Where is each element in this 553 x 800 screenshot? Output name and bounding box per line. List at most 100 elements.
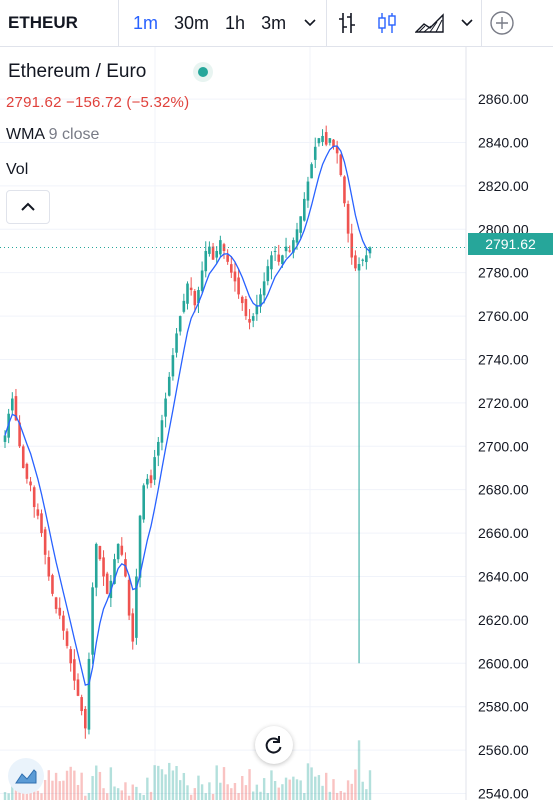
- candle-body: [54, 597, 58, 610]
- volume-bar: [222, 767, 226, 800]
- volume-bar: [157, 765, 160, 800]
- candle-body: [248, 319, 251, 323]
- chevron-down-icon[interactable]: [294, 16, 326, 30]
- candle-body: [149, 475, 153, 484]
- volume-bar: [252, 791, 255, 800]
- reset-chart-button[interactable]: [255, 726, 293, 764]
- candle-body: [40, 513, 43, 534]
- bar-style-icon[interactable]: [327, 0, 367, 46]
- candle-body: [266, 266, 270, 282]
- candle-body: [84, 708, 87, 729]
- indicator-name: WMA: [6, 126, 45, 143]
- y-tick-label: 2700.00: [478, 438, 529, 454]
- volume-bar: [332, 779, 335, 800]
- candle-body: [14, 396, 18, 421]
- volume-bar: [40, 793, 43, 800]
- volume-bar: [179, 780, 182, 800]
- volume-bar: [62, 780, 65, 800]
- volume-bar: [197, 775, 200, 800]
- y-tick-label: 2580.00: [478, 699, 529, 715]
- volume-bar: [303, 792, 306, 800]
- candle-body: [255, 305, 259, 315]
- volume-bar: [98, 771, 102, 800]
- volume-bar: [11, 786, 14, 800]
- volume-bar: [310, 767, 313, 800]
- volume-bar: [182, 772, 186, 800]
- candle-body: [146, 478, 149, 485]
- candle-body: [178, 316, 182, 332]
- volume-bar: [284, 777, 288, 800]
- collapse-legend-button[interactable]: [6, 190, 50, 224]
- plus-circle-icon[interactable]: [482, 0, 522, 46]
- volume-bar: [292, 776, 295, 800]
- volume-bar: [350, 783, 353, 800]
- candle-body: [332, 139, 335, 147]
- volume-bar: [164, 774, 167, 800]
- volume-bar: [135, 786, 138, 800]
- candle-body: [244, 299, 248, 317]
- candle-body: [73, 659, 76, 681]
- volume-bar: [219, 782, 222, 800]
- area-style-icon[interactable]: [407, 0, 453, 46]
- candle-body: [350, 233, 354, 258]
- candle-body: [127, 579, 131, 616]
- y-tick-label: 2840.00: [478, 134, 529, 150]
- symbol-search[interactable]: ETHEUR: [8, 13, 78, 32]
- candle-body: [324, 132, 328, 145]
- volume-bar: [368, 770, 372, 800]
- candle-body: [105, 573, 109, 594]
- volume-bar: [354, 769, 357, 800]
- candle-body: [25, 463, 29, 479]
- chevron-down-icon[interactable]: [453, 16, 481, 30]
- volume-bar: [259, 791, 262, 800]
- timeframe-1h[interactable]: 1h: [225, 12, 246, 33]
- volume-bar: [124, 782, 127, 800]
- volume-bar: [127, 795, 131, 800]
- candle-body: [237, 277, 240, 295]
- volume-bar: [95, 765, 98, 800]
- candle-body: [215, 250, 218, 258]
- candle-body: [321, 135, 324, 142]
- candle-body: [317, 138, 321, 144]
- timeframe-1m[interactable]: 1m: [133, 12, 159, 33]
- volume-bar: [233, 783, 237, 800]
- y-tick-label: 2780.00: [478, 265, 529, 281]
- volume-bar: [200, 784, 204, 800]
- candle-body: [346, 204, 350, 234]
- candle-body: [313, 146, 317, 160]
- candle-style-icon[interactable]: [367, 0, 407, 46]
- volume-bar: [266, 793, 269, 800]
- candle-body: [124, 559, 127, 577]
- volume-bar: [7, 793, 10, 800]
- candle-body: [94, 543, 98, 588]
- candle-body: [343, 176, 346, 204]
- volume-bar: [211, 793, 215, 800]
- top-toolbar: ETHEUR 1m 30m 1h 3m: [0, 0, 553, 47]
- timeframe-30m[interactable]: 30m: [174, 12, 210, 33]
- volume-bar: [339, 790, 342, 800]
- y-tick-label: 2760.00: [478, 308, 529, 324]
- volume-bar: [175, 765, 178, 800]
- y-tick-label: 2560.00: [478, 742, 529, 758]
- volume-bar: [262, 778, 266, 800]
- candle-body: [87, 658, 91, 730]
- candle-body: [157, 441, 160, 456]
- legend-title: Ethereum / Euro: [8, 61, 147, 82]
- volume-bar: [208, 782, 211, 800]
- tradingview-logo-icon[interactable]: [8, 758, 44, 794]
- candle-body: [277, 254, 281, 262]
- candle-body: [120, 545, 124, 555]
- volume-bar: [43, 779, 47, 800]
- candle-body: [160, 420, 164, 443]
- candle-body: [197, 290, 200, 304]
- candle-body: [76, 679, 80, 696]
- candle-body: [292, 240, 295, 253]
- candle-body: [299, 216, 302, 233]
- legend-volume: Vol: [6, 161, 29, 178]
- candle-body: [357, 264, 361, 271]
- timeframe-3m[interactable]: 3m: [261, 12, 287, 33]
- toolbar-divider: [481, 0, 483, 46]
- candle-body: [339, 154, 343, 176]
- last-price-label: 2791.62: [468, 233, 553, 255]
